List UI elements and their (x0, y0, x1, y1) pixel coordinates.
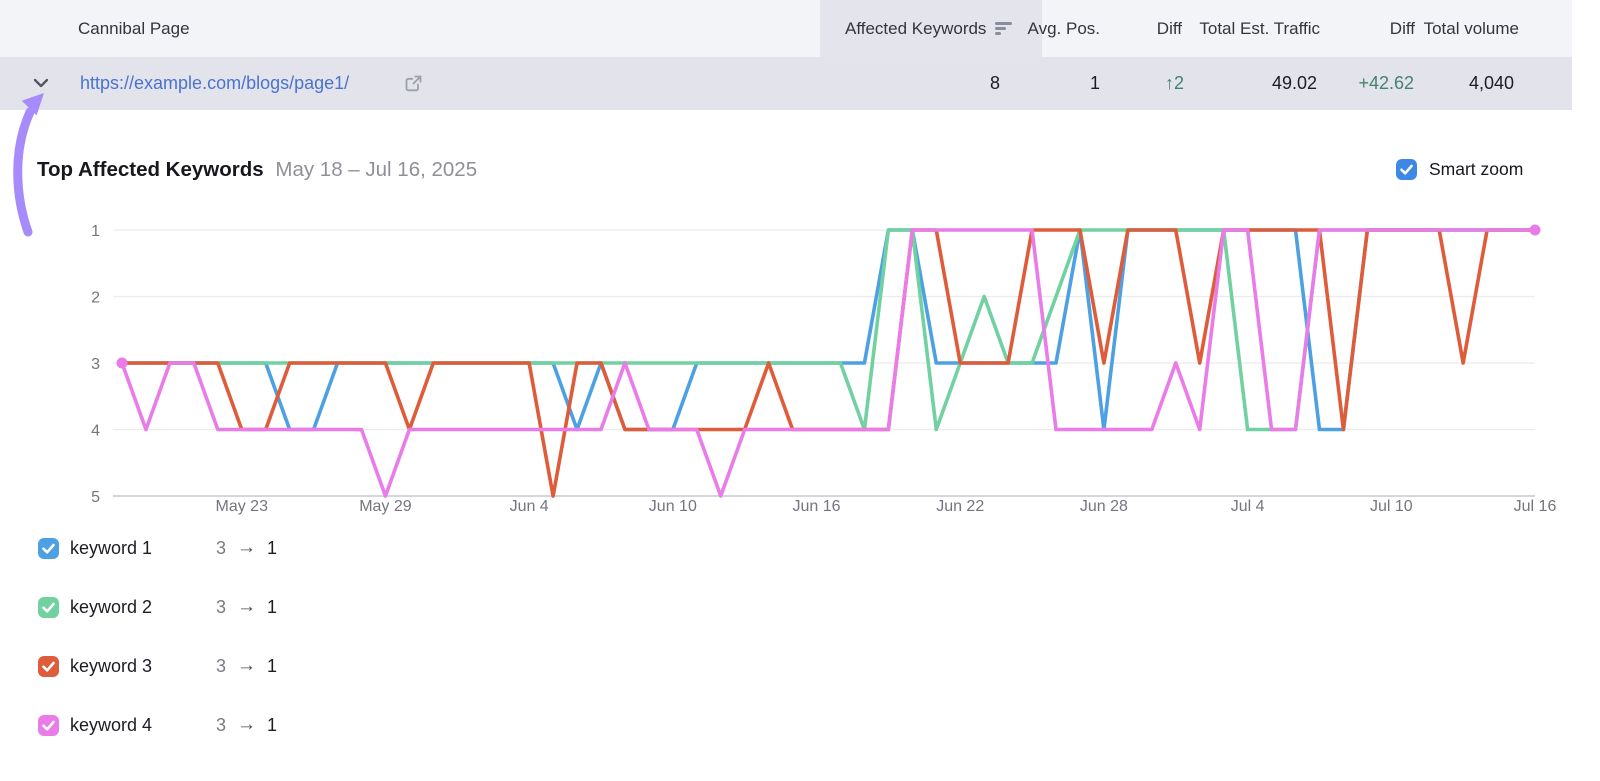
x-axis-label: Jun 10 (649, 498, 697, 515)
keyword-4-checkbox[interactable] (38, 714, 59, 736)
keyword-3-label: keyword 3 (70, 655, 153, 676)
y-axis-label-3: 3 (91, 356, 100, 373)
rank-from: 3 (216, 714, 227, 735)
column-header-traffic-diff[interactable]: Diff (1389, 19, 1415, 38)
rank-to: 1 (267, 714, 278, 735)
external-link-icon[interactable] (404, 74, 423, 93)
x-axis-label: Jun 16 (793, 498, 841, 515)
series-endpoint-marker-keyword-4 (1529, 224, 1541, 236)
keyword-1-label: keyword 1 (70, 537, 153, 558)
keyword-4-rank-change: 3 → 1 (216, 714, 277, 736)
keyword-4-label: keyword 4 (70, 714, 153, 735)
cell-avg-pos: 1 (1089, 73, 1100, 93)
checkmark-icon (42, 602, 55, 613)
series-line-keyword-4 (120, 228, 1537, 498)
table-row: https://example.com/blogs/page1/ 8 1 ↑2 … (0, 57, 1572, 110)
right-arrow-icon: → (237, 655, 257, 676)
rank-from: 3 (216, 655, 227, 676)
rank-from: 3 (216, 537, 227, 558)
keyword-3-checkbox[interactable] (38, 655, 59, 677)
column-header-diff[interactable]: Diff (1156, 19, 1182, 38)
y-axis-label-5: 5 (91, 489, 100, 506)
x-axis-label: Jul 10 (1370, 498, 1413, 515)
x-axis-label: Jun 22 (936, 498, 984, 515)
column-header-avg-pos[interactable]: Avg. Pos. (1027, 19, 1100, 38)
smart-zoom-checkbox[interactable] (1396, 159, 1417, 180)
sort-descending-icon[interactable] (995, 22, 1013, 35)
cell-total-est-traffic: 49.02 (1271, 73, 1317, 93)
expand-chevron-icon[interactable] (31, 73, 51, 93)
chart-title-block: Top Affected Keywords May 18 – Jul 16, 2… (37, 158, 477, 182)
positions-line-chart[interactable]: 1 2 3 4 5 May 23 May 29 Jun 4 Jun 10 Jun 16 Jun 22… (0, 195, 1600, 535)
cell-traffic-diff: +42.62 (1358, 73, 1414, 93)
smart-zoom-label: Smart zoom (1429, 159, 1524, 179)
y-axis-label-2: 2 (91, 290, 100, 307)
column-header-total-volume[interactable]: Total volume (1423, 19, 1519, 38)
keyword-2-rank-change: 3 → 1 (216, 596, 277, 618)
smart-zoom-toggle[interactable]: Smart zoom (1396, 159, 1523, 180)
rank-to: 1 (267, 655, 278, 676)
cell-total-volume: 4,040 (1468, 73, 1514, 93)
right-arrow-icon: → (237, 596, 257, 617)
column-header-affected-keywords-cell[interactable]: Affected Keywords (820, 0, 1042, 57)
keyword-1-rank-change: 3 → 1 (216, 537, 277, 559)
x-axis-label: Jun 28 (1080, 498, 1128, 515)
x-axis-label: May 23 (216, 498, 269, 515)
series-endpoint-marker-keyword-4 (116, 357, 128, 369)
x-axis-label: May 29 (359, 498, 412, 515)
legend-item-keyword-1: keyword 1 3 → 1 (38, 535, 277, 561)
rank-from: 3 (216, 596, 227, 617)
keyword-1-checkbox[interactable] (38, 537, 59, 559)
keyword-2-checkbox[interactable] (38, 596, 59, 618)
legend-item-keyword-3: keyword 3 3 → 1 (38, 653, 277, 679)
x-axis-label: Jun 4 (510, 498, 549, 515)
column-header-affected-keywords[interactable]: Affected Keywords (845, 19, 987, 38)
keyword-3-rank-change: 3 → 1 (216, 655, 277, 677)
cell-position-diff: ↑2 (1164, 73, 1184, 93)
y-axis-label-1: 1 (91, 223, 100, 240)
chart-title: Top Affected Keywords (37, 158, 264, 181)
checkmark-icon (42, 543, 55, 554)
page-url-link[interactable]: https://example.com/blogs/page1/ (80, 73, 350, 93)
keyword-2-label: keyword 2 (70, 596, 153, 617)
checkmark-icon (42, 720, 55, 731)
y-axis-label-4: 4 (91, 423, 100, 440)
legend-item-keyword-2: keyword 2 3 → 1 (38, 594, 277, 620)
column-header-total-est-traffic[interactable]: Total Est. Traffic (1199, 19, 1320, 38)
column-header-cannibal-page[interactable]: Cannibal Page (78, 19, 190, 38)
right-arrow-icon: → (237, 714, 257, 735)
checkmark-icon (1400, 164, 1413, 175)
right-arrow-icon: → (237, 537, 257, 558)
checkmark-icon (42, 661, 55, 672)
table-header-row: Cannibal Page Affected Keywords Avg. Pos… (0, 0, 1572, 57)
x-axis-label: Jul 16 (1514, 498, 1557, 515)
x-axis-label: Jul 4 (1231, 498, 1265, 515)
rank-to: 1 (267, 596, 278, 617)
legend-item-keyword-4: keyword 4 3 → 1 (38, 712, 277, 738)
cell-affected-keywords: 8 (989, 73, 1000, 93)
chart-date-range: May 18 – Jul 16, 2025 (275, 158, 478, 181)
rank-to: 1 (267, 537, 278, 558)
